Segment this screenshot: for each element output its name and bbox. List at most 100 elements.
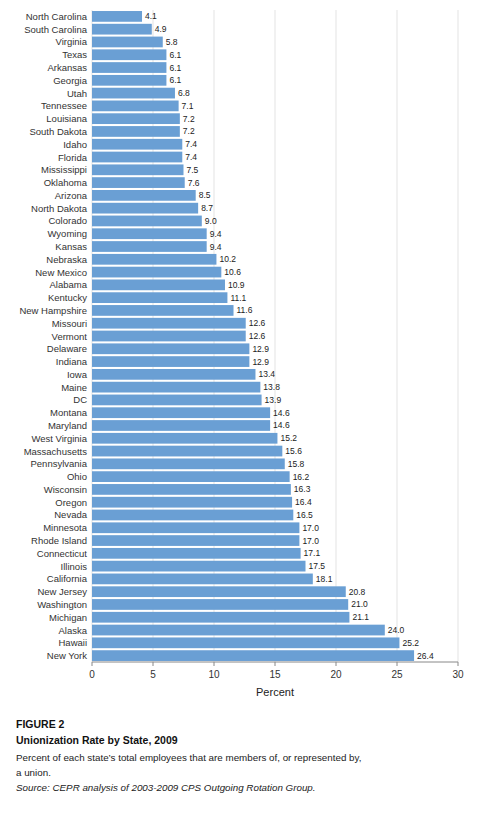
bar — [92, 522, 299, 533]
data-label: 12.9 — [252, 357, 269, 367]
bar — [92, 407, 270, 418]
x-tick — [153, 662, 154, 666]
y-tick-label: Vermont — [52, 331, 88, 342]
y-tick-label: Delaware — [47, 343, 87, 354]
bar — [92, 24, 152, 35]
y-tick-label: New York — [47, 650, 87, 661]
data-label: 14.6 — [273, 420, 290, 430]
data-label: 6.1 — [169, 50, 181, 60]
y-tick-label: DC — [73, 394, 87, 405]
data-label: 8.5 — [199, 190, 211, 200]
data-label: 11.6 — [237, 305, 253, 315]
y-tick-label: North Carolina — [26, 11, 88, 22]
bar — [92, 331, 246, 342]
y-tick-label: Pennsylvania — [30, 458, 87, 469]
y-tick-label: Nebraska — [46, 254, 87, 265]
bar — [92, 625, 385, 636]
bar — [92, 535, 299, 546]
data-label: 4.9 — [155, 24, 167, 34]
bar — [92, 369, 255, 380]
bar — [92, 574, 313, 585]
data-label: 13.4 — [258, 369, 275, 379]
bars — [92, 11, 414, 661]
data-label: 13.9 — [265, 395, 282, 405]
y-tick-label: Montana — [50, 407, 88, 418]
page: {"chart_data": { "type": "bar", "orienta… — [0, 0, 480, 833]
bar — [92, 484, 291, 495]
y-tick-label: North Dakota — [31, 203, 88, 214]
bar — [92, 126, 180, 137]
y-tick-label: Texas — [62, 49, 87, 60]
bar — [92, 510, 293, 521]
y-tick-label: New Mexico — [35, 267, 87, 278]
bar — [92, 548, 301, 559]
y-tick-label: Iowa — [67, 369, 88, 380]
bar — [92, 228, 207, 239]
data-label: 7.5 — [187, 165, 199, 175]
bar — [92, 586, 346, 597]
data-label: 7.6 — [188, 178, 200, 188]
data-label: 16.3 — [294, 484, 311, 494]
data-label: 15.2 — [280, 433, 297, 443]
bar — [92, 152, 182, 163]
y-tick-label: Rhode Island — [31, 535, 87, 546]
x-tick — [92, 662, 93, 666]
data-label: 10.6 — [224, 267, 241, 277]
data-label: 10.2 — [219, 254, 236, 264]
x-tick — [214, 662, 215, 666]
bar — [92, 62, 166, 73]
data-label: 20.8 — [349, 587, 366, 597]
data-label: 7.4 — [185, 139, 197, 149]
bar — [92, 446, 282, 457]
x-tick-label: 30 — [452, 669, 464, 680]
y-tick-label: Missouri — [52, 318, 87, 329]
y-tick-label: Kentucky — [48, 292, 87, 303]
grid-line — [397, 10, 398, 662]
bar — [92, 37, 163, 48]
bar — [92, 356, 249, 367]
bar — [92, 279, 225, 290]
data-label: 11.1 — [230, 293, 246, 303]
bar — [92, 75, 166, 86]
x-tick-label: 15 — [269, 669, 281, 680]
y-tick-label: Arkansas — [47, 62, 87, 73]
data-label: 9.4 — [210, 242, 222, 252]
data-label: 25.2 — [402, 638, 419, 648]
y-tick-label: Florida — [58, 152, 88, 163]
data-label: 16.4 — [295, 497, 312, 507]
y-tick-label: Hawaii — [58, 637, 87, 648]
bar — [92, 267, 221, 278]
y-tick-label: Virginia — [55, 36, 87, 47]
bar — [92, 254, 216, 265]
x-tick-label: 10 — [208, 669, 220, 680]
y-tick-label: Connecticut — [37, 548, 88, 559]
x-axis: 051015202530Percent — [89, 662, 464, 698]
data-label: 12.9 — [252, 344, 269, 354]
bar — [92, 497, 292, 508]
data-label: 9.4 — [210, 229, 222, 239]
y-tick-label: Wyoming — [47, 228, 87, 239]
bar — [92, 49, 166, 60]
grid-line — [336, 10, 337, 662]
y-tick-label: West Virginia — [31, 433, 87, 444]
data-label: 15.8 — [288, 459, 305, 469]
bar — [92, 292, 227, 303]
y-tick-label: Alaska — [58, 625, 87, 636]
data-label: 9.0 — [205, 216, 217, 226]
y-tick-label: New Jersey — [37, 586, 87, 597]
y-tick-label: Oklahoma — [44, 177, 88, 188]
x-axis-label: Percent — [256, 686, 294, 698]
data-label: 7.1 — [182, 101, 194, 111]
data-label: 7.2 — [183, 114, 195, 124]
bar — [92, 113, 180, 124]
x-tick — [458, 662, 459, 666]
bar — [92, 561, 306, 572]
y-tick-label: Arizona — [55, 190, 88, 201]
grid — [92, 10, 458, 662]
source-note: Source: CEPR analysis of 2003-2009 CPS O… — [16, 782, 316, 793]
y-tick-label: Washington — [37, 599, 87, 610]
bar — [92, 420, 270, 431]
data-label: 13.8 — [263, 382, 280, 392]
data-label: 6.8 — [178, 88, 190, 98]
y-tick-label: Massachusetts — [24, 446, 88, 457]
